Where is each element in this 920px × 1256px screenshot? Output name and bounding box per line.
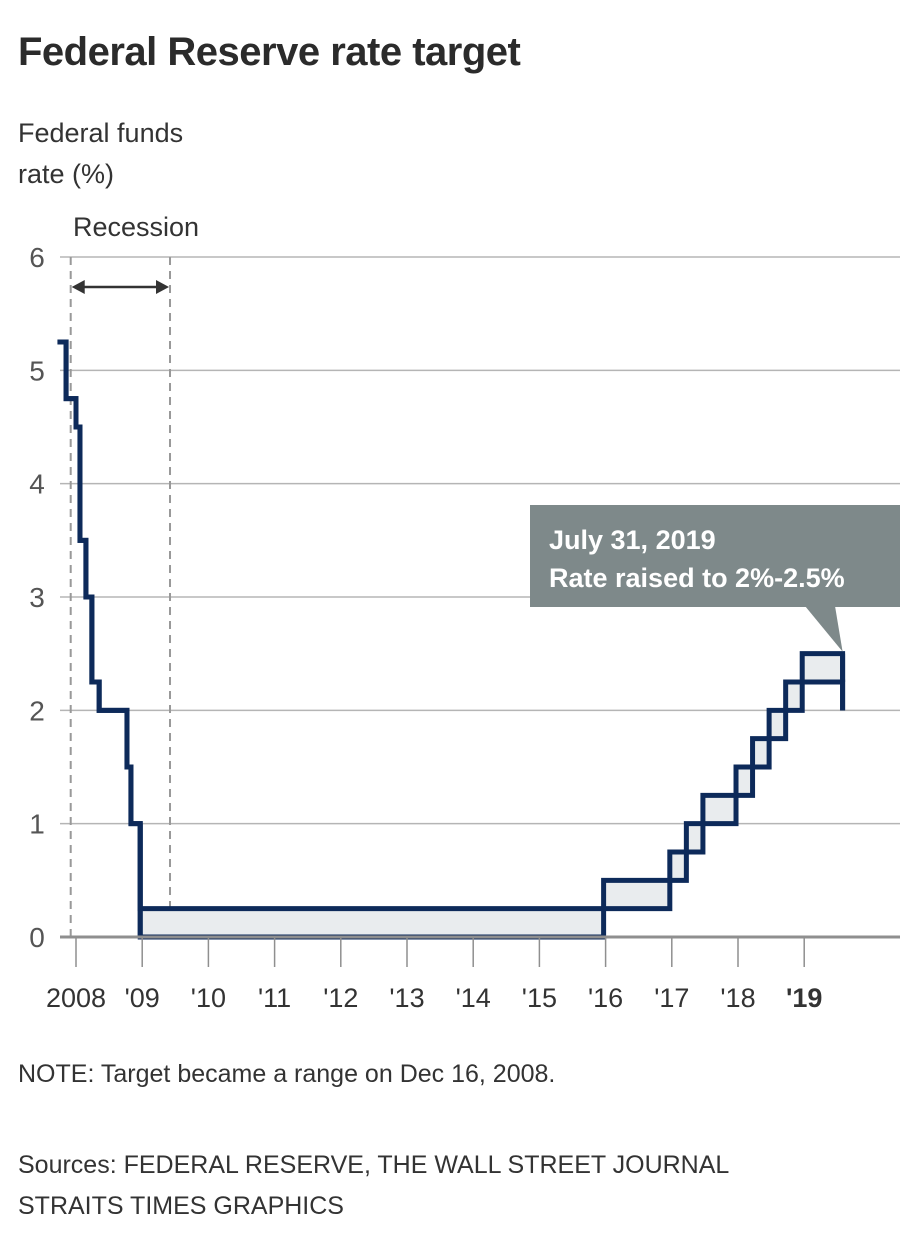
rate-range-band (669, 852, 687, 881)
y-axis-label-line-2: rate (%) (18, 159, 115, 189)
recession-label: Recession (73, 212, 199, 242)
rate-lines (57, 339, 846, 940)
y-tick-label: 5 (29, 355, 45, 386)
y-axis-label: Federal funds rate (%) (18, 113, 278, 195)
x-tick-label: '09 (125, 983, 160, 1013)
gridlines (60, 256, 900, 825)
arrow-left-icon (71, 280, 85, 294)
y-axis-label-line-1: Federal funds (18, 118, 184, 148)
x-tick-label: 2008 (46, 983, 106, 1013)
x-tick-label: '10 (191, 983, 226, 1013)
x-tick-label: '15 (522, 983, 557, 1013)
rate-upper-bound-line (57, 339, 846, 912)
rate-range-band (802, 653, 843, 682)
chart-svg: Recession 2008 '09 '10 '11 '12 '13 '14 '15 '16 '1… (29, 212, 900, 1013)
rate-range-band (702, 795, 737, 824)
callout-text: Rate raised to 2%-2.5% (549, 563, 845, 593)
x-axis: 2008 '09 '10 '11 '12 '13 '14 '15 '16 '17 '18 '19 (46, 935, 900, 1013)
rate-range-band (603, 880, 670, 909)
chart-title: Federal Reserve rate target (18, 30, 521, 74)
rate-lower-bound-line (57, 339, 846, 940)
rate-range-band (140, 908, 604, 937)
x-tick-label: '11 (258, 983, 291, 1013)
x-tick-label: '13 (389, 983, 424, 1013)
rate-range-band (736, 767, 753, 796)
y-tick-label: 2 (29, 695, 45, 726)
x-tick-label: '16 (588, 983, 623, 1013)
y-tick-label: 4 (29, 469, 45, 500)
y-axis-ticks: 0 1 2 3 4 5 6 (29, 242, 45, 953)
y-tick-label: 6 (29, 242, 45, 273)
sources-line-2: STRAITS TIMES GRAPHICS (18, 1192, 344, 1220)
x-tick-label: '19 (786, 983, 822, 1013)
rate-range-band (785, 682, 803, 711)
sources-line-1: Sources: FEDERAL RESERVE, THE WALL STREE… (18, 1151, 730, 1179)
arrow-right-icon (156, 280, 170, 294)
y-tick-label: 1 (29, 809, 45, 840)
chart-sources: Sources: FEDERAL RESERVE, THE WALL STREE… (18, 1145, 729, 1227)
x-tick-label: '18 (720, 983, 755, 1013)
y-tick-label: 3 (29, 582, 45, 613)
rate-range-band (686, 823, 703, 852)
rate-range-band (752, 738, 770, 767)
x-tick-label: '14 (456, 983, 491, 1013)
chart-note: NOTE: Target became a range on Dec 16, 2… (18, 1060, 556, 1088)
x-tick-label: '12 (323, 983, 358, 1013)
y-tick-label: 0 (29, 922, 45, 953)
rate-range-band (769, 710, 786, 739)
annotation-callout: July 31, 2019 Rate raised to 2%-2.5% (530, 505, 900, 607)
x-tick-label: '17 (654, 983, 689, 1013)
rate-range-bands (140, 653, 843, 937)
callout-date: July 31, 2019 (549, 525, 716, 555)
recession-band: Recession (69, 212, 199, 937)
callout-pointer (805, 606, 843, 652)
